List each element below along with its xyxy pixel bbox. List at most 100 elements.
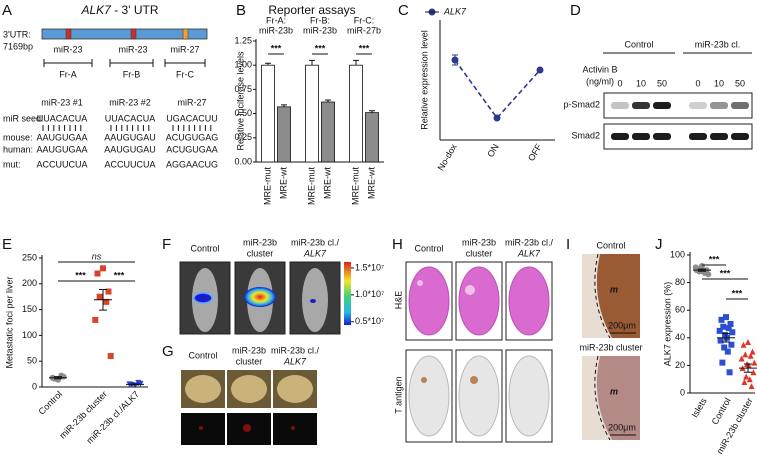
data-point (719, 359, 726, 366)
islet-region (596, 356, 640, 440)
treatment: Activin B (582, 64, 617, 74)
error-bar (99, 288, 107, 311)
utr-label: 3'UTR: (3, 29, 31, 39)
panel-label: A (2, 2, 12, 19)
data-point (738, 355, 745, 362)
islet-region (596, 254, 640, 338)
significance: *** (315, 43, 326, 53)
signal (244, 287, 276, 307)
data-point (729, 329, 736, 336)
x-tick-label: ON (485, 142, 500, 159)
y-axis-label: Metastatic foci per liver (4, 276, 14, 368)
data-point (728, 341, 735, 348)
fluorescence (273, 413, 317, 445)
fluor-spot (243, 424, 251, 432)
panel-label: H (392, 236, 403, 253)
x-tick-label: Control (710, 396, 733, 426)
data-point (725, 325, 732, 332)
error-bar (353, 59, 359, 66)
column-label: ALK7 (303, 248, 327, 258)
x-tick-label: MRE-wt (278, 167, 288, 199)
error-bar (744, 363, 752, 373)
panel-label: C (398, 2, 409, 19)
y-tick-label: 100 (22, 330, 37, 340)
x-tick-label: No-dox (436, 142, 459, 173)
panel-label: D (570, 2, 581, 19)
blot-row-label: p-Smad2 (563, 99, 600, 109)
lesion (421, 377, 427, 383)
y-tick-label: 50 (27, 356, 37, 366)
error-bar (54, 376, 62, 380)
column-label: miR-23b cl./ (505, 237, 554, 247)
data-point (493, 114, 501, 122)
data-point (724, 348, 731, 355)
sequence: AAUGUGAA (36, 132, 87, 142)
fluorescence (181, 413, 225, 445)
y-tick-label: 1.00 (234, 60, 252, 70)
error-bar (265, 62, 271, 66)
utr-title-text: - 3' UTR (111, 3, 159, 17)
group-label: miR-23b (303, 25, 337, 35)
colorbar (344, 262, 351, 325)
sequence: ACCUUCUA (36, 159, 87, 169)
x-tick-label: MRE-mut (306, 167, 316, 205)
sequence: ACUGUGAG (166, 132, 219, 142)
fragment-label: Fr-C (176, 69, 194, 79)
column-label: miR-23b (462, 237, 496, 247)
sequence: UGACACUU (166, 113, 218, 123)
data-point (451, 56, 459, 64)
blot-band (611, 102, 629, 109)
error-bar (309, 59, 315, 66)
column-label: miR-23b (232, 345, 266, 355)
data-point (727, 321, 734, 327)
x-tick-label: Control (37, 389, 65, 417)
panel-label: G (162, 343, 174, 360)
data-point (720, 323, 727, 330)
bar (305, 64, 319, 163)
data-point (741, 378, 748, 385)
site-label: miR-23 (53, 44, 82, 54)
islet-border (594, 253, 611, 339)
x-tick-label: MRE-wt (322, 167, 332, 199)
y-tick-label: 0 (680, 387, 685, 397)
ihc-title: Control (596, 240, 625, 250)
blot-frame (603, 92, 753, 119)
treatment-unit: (ng/ml) (586, 76, 614, 86)
y-tick-label: 40 (675, 332, 685, 342)
site-label: miR-23 (118, 44, 147, 54)
data-point (100, 265, 106, 272)
lesion (417, 280, 423, 286)
mre-label: miR-23 #2 (109, 97, 151, 107)
bar (365, 112, 379, 163)
y-tick-label: 0.50 (234, 108, 252, 118)
bar (277, 106, 291, 163)
column-label: miR-23b cl./ (271, 345, 320, 355)
ihc-section (508, 355, 550, 437)
series-line (454, 59, 541, 120)
scale-label: 200μm (608, 422, 636, 432)
dose: 0 (617, 78, 622, 88)
dose: 50 (735, 78, 745, 88)
sequence: UUACACUA (37, 113, 88, 123)
panel-label: I (566, 236, 570, 253)
seq-row-label: mouse: (3, 132, 33, 142)
dose: 50 (657, 78, 667, 88)
data-point (92, 316, 99, 323)
significance: *** (709, 254, 720, 264)
group-label: miR-27b (347, 25, 381, 35)
data-point (721, 344, 728, 351)
sequence: AAUGUGAU (104, 132, 156, 142)
utr-site (130, 28, 137, 40)
error-bar (722, 333, 730, 343)
y-tick-label: 250 (22, 252, 37, 262)
liver (185, 375, 221, 403)
blot-band (653, 133, 671, 140)
panel-label: B (236, 2, 246, 19)
y-axis-label: ALK7 expression (%) (662, 282, 672, 367)
sequence: ACUGUGAA (166, 144, 218, 154)
y-tick-label: 60 (675, 305, 685, 315)
row-label: T antigen (393, 376, 403, 413)
blot-band (710, 102, 728, 109)
bar (349, 64, 363, 163)
